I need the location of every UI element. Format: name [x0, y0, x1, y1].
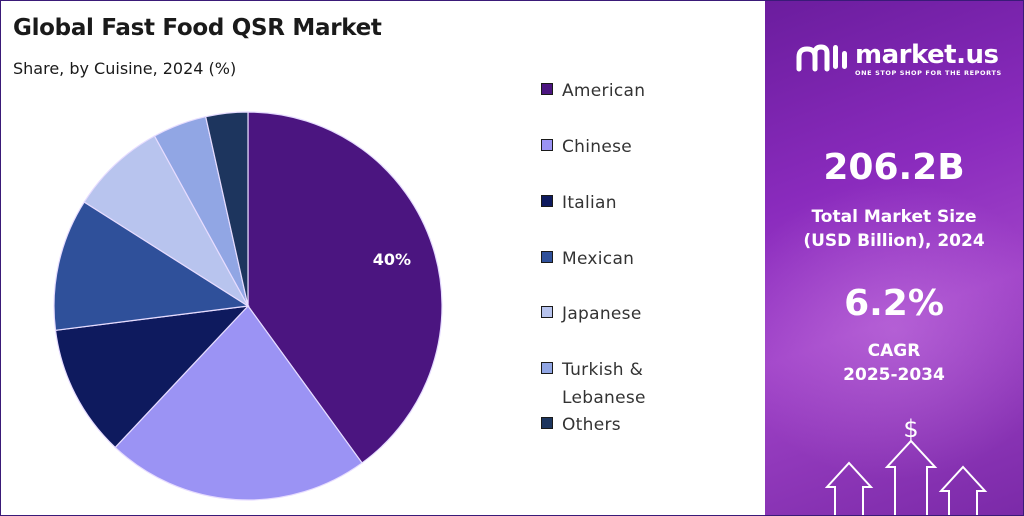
chart-title: Global Fast Food QSR Market — [13, 15, 382, 41]
legend-label-line: Mexican — [562, 249, 635, 269]
legend-item: Chinese — [541, 133, 741, 161]
cagr-value: 6.2% — [844, 283, 944, 324]
legend-swatch — [541, 306, 553, 318]
panel-glow — [765, 181, 1023, 481]
pie-slice-others — [204, 111, 249, 307]
cagr-label-line1: CAGR — [867, 341, 921, 361]
pie-data-label: 40% — [373, 250, 411, 269]
legend-label: Turkish & Lebanese — [562, 356, 646, 412]
legend-label: Others — [562, 411, 621, 439]
cagr-label-line2: 2025-2034 — [843, 365, 945, 385]
legend-label-line: Chinese — [562, 137, 633, 157]
legend-item: Mexican — [541, 245, 741, 273]
legend-item: Turkish & Lebanese — [541, 356, 741, 412]
pie-slice-italian — [54, 305, 250, 449]
chart-subtitle: Share, by Cuisine, 2024 (%) — [13, 59, 237, 78]
legend-item: Others — [541, 411, 741, 439]
legend-label-line: Turkish & — [562, 360, 644, 380]
legend-label-line: Lebanese — [562, 388, 646, 408]
legend-label: American — [562, 77, 645, 105]
legend-swatch — [541, 83, 553, 95]
legend-label-line: Others — [562, 415, 621, 435]
pie-chart: 40% — [53, 111, 443, 501]
stats-panel: market.us ONE STOP SHOP FOR THE REPORTS … — [765, 1, 1023, 515]
pie-slice-mexican — [53, 201, 250, 331]
pie-slice-american — [247, 111, 443, 464]
legend-label-line: American — [562, 81, 646, 101]
legend-label: Chinese — [562, 133, 632, 161]
logo-mark-icon — [796, 44, 847, 72]
market-size-value: 206.2B — [823, 147, 965, 188]
legend-label: Japanese — [562, 300, 642, 328]
legend-label: Italian — [562, 189, 617, 217]
legend-swatch — [541, 251, 553, 263]
legend-swatch — [541, 417, 553, 429]
legend-swatch — [541, 195, 553, 207]
logo-tagline: ONE STOP SHOP FOR THE REPORTS — [855, 69, 1002, 77]
legend-label: Mexican — [562, 245, 634, 273]
market-size-label-line1: Total Market Size — [811, 207, 977, 227]
pie-slice-chinese — [114, 305, 363, 501]
legend-label-line: Japanese — [562, 304, 642, 324]
logo-name: market.us — [855, 40, 999, 70]
dollar-sign: $ — [903, 415, 918, 443]
legend-swatch — [541, 139, 553, 151]
market-us-logo: market.us ONE STOP SHOP FOR THE REPORTS — [795, 39, 1002, 79]
growth-arrows-icon: $ — [825, 415, 988, 515]
legend-item: Italian — [541, 189, 741, 217]
market-size-label-line2: (USD Billion), 2024 — [803, 231, 985, 251]
legend-label-line: Italian — [562, 193, 617, 213]
pie-slice-japanese — [83, 135, 249, 307]
legend-swatch — [541, 362, 553, 374]
legend-item: Japanese — [541, 300, 741, 328]
legend-item: American — [541, 77, 741, 105]
